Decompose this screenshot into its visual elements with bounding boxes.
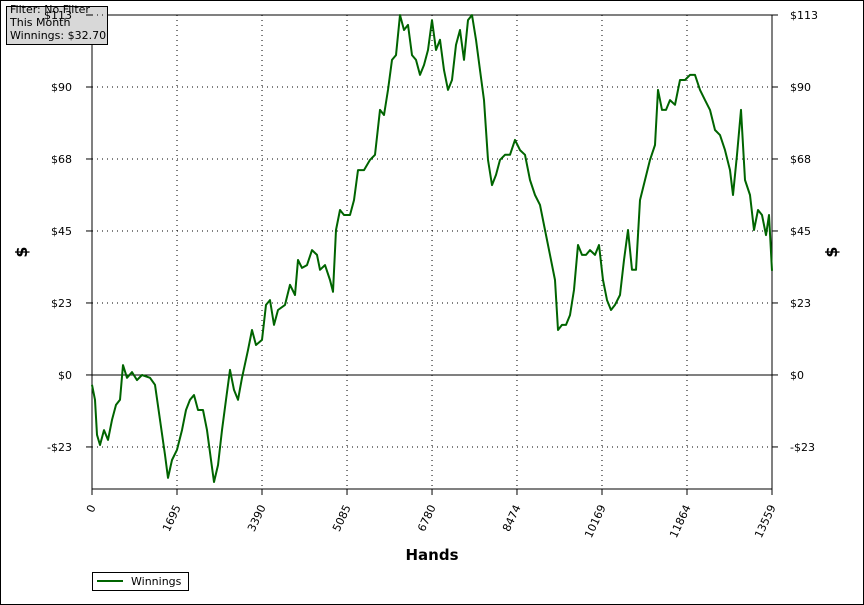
y2-tick-label: $0 [790, 369, 804, 382]
y-tick-label: -$23 [47, 441, 72, 454]
info-line: Winnings: $32.70 [10, 29, 106, 42]
info-line: This Month [9, 16, 70, 29]
y2-axis-label: $ [822, 246, 841, 257]
y2-tick-label: -$23 [790, 441, 815, 454]
legend-label: Winnings [131, 575, 182, 588]
y-tick-label: $23 [51, 297, 72, 310]
y-tick-label: $90 [51, 81, 72, 94]
series-line [91, 14, 773, 483]
info-box [6, 6, 108, 45]
x-axis-label: Hands [405, 546, 458, 564]
legend [92, 572, 189, 591]
y2-tick-label: $45 [790, 225, 811, 238]
x-tick-label: 0 [84, 503, 99, 515]
y2-tick-label: $23 [790, 297, 811, 310]
y-tick-label: $0 [58, 369, 72, 382]
y2-tick-label: $113 [790, 9, 818, 22]
y2-tick-label: $68 [790, 153, 811, 166]
y-axis-label: $ [12, 246, 31, 257]
y-tick-label: $68 [51, 153, 72, 166]
y-tick-label: $45 [51, 225, 72, 238]
y-tick-label: $113 [44, 9, 72, 22]
info-line: Filter: No Filter [10, 3, 90, 16]
y2-tick-label: $90 [790, 81, 811, 94]
